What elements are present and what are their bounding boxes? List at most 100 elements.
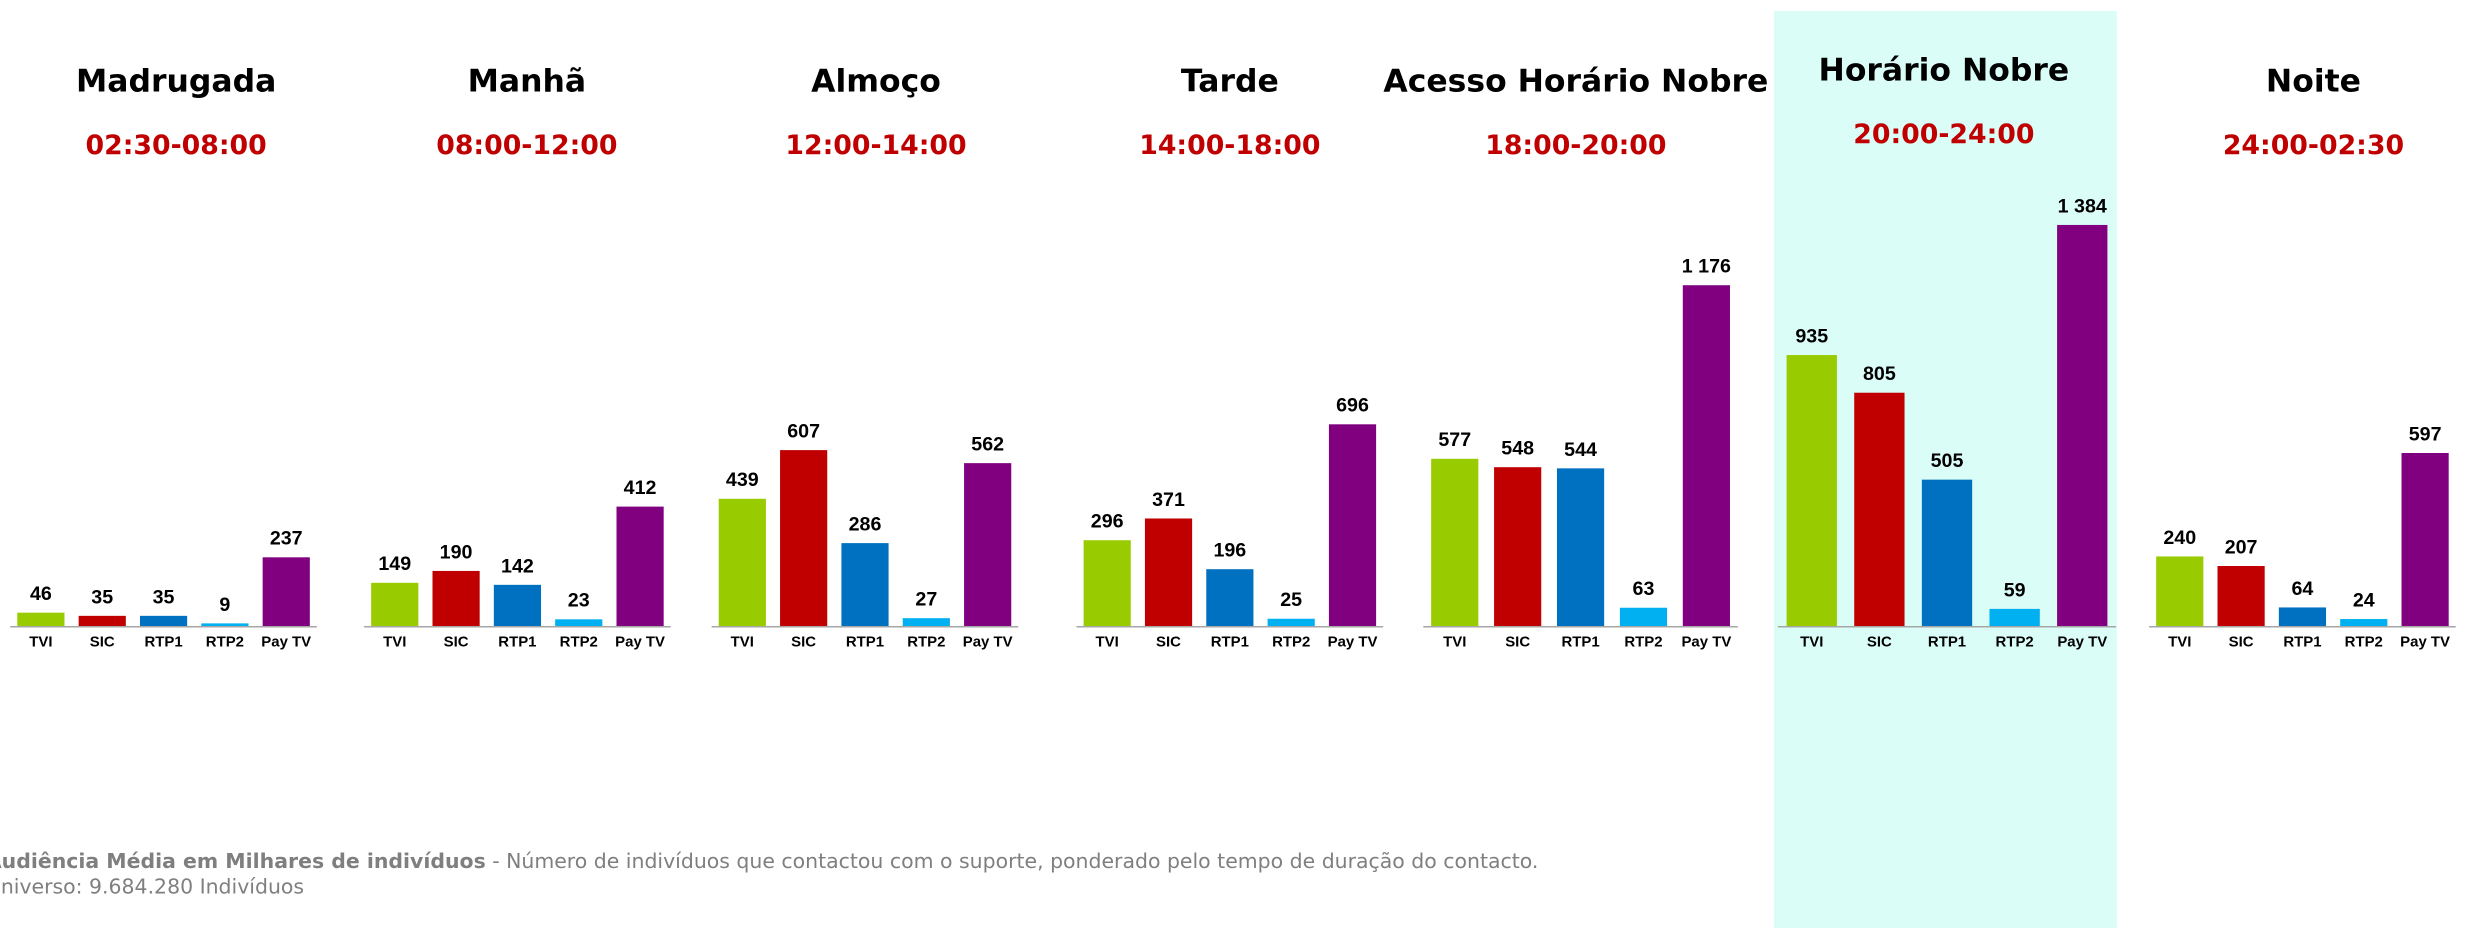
footnote-text: - Número de indivíduos que contactou com… [486, 849, 1539, 873]
category-label: RTP1 [144, 633, 182, 650]
value-label: 296 [1091, 511, 1124, 533]
bar [780, 450, 828, 626]
value-label: 577 [1438, 429, 1471, 451]
bar [1989, 608, 2040, 626]
bar [371, 582, 419, 626]
category-label: RTP2 [2345, 633, 2383, 650]
category-label: SIC [2229, 633, 2254, 650]
chart-title: Madrugada [76, 63, 276, 99]
bar [1494, 467, 1542, 626]
chart-title: Tarde [1181, 63, 1279, 99]
bar [1556, 468, 1605, 626]
value-label: 286 [849, 514, 882, 536]
bar [139, 615, 188, 626]
category-label: RTP2 [907, 633, 945, 650]
chart-title: Almoço [811, 63, 941, 99]
bar [1786, 355, 1837, 626]
bar [2278, 607, 2327, 626]
chart-subtitle: 12:00-14:00 [785, 130, 966, 161]
chart-subtitle: 24:00-02:30 [2223, 130, 2404, 161]
value-label: 237 [270, 528, 303, 550]
value-label: 544 [1564, 439, 1597, 461]
value-label: 9 [219, 594, 230, 616]
value-label: 597 [2409, 423, 2442, 445]
category-label: RTP2 [560, 633, 598, 650]
value-label: 24 [2353, 589, 2375, 611]
bar [1144, 518, 1193, 626]
value-label: 196 [1213, 540, 1246, 562]
category-label: RTP2 [206, 633, 244, 650]
category-label: RTP1 [1561, 633, 1599, 650]
value-label: 1 384 [2058, 195, 2107, 217]
value-label: 149 [378, 553, 411, 575]
category-label: TVI [1443, 633, 1466, 650]
category-label: SIC [1156, 633, 1181, 650]
value-label: 562 [971, 434, 1004, 456]
footnote-universe: Universo: 9.684.280 Indivíduos [0, 874, 304, 898]
chart-title: Acesso Horário Nobre [1383, 63, 1768, 99]
category-label: RTP2 [1996, 633, 2034, 650]
value-label: 439 [726, 469, 759, 491]
bar [262, 557, 310, 626]
category-label: Pay TV [2057, 633, 2107, 650]
bar [616, 506, 664, 626]
bar [902, 618, 950, 626]
value-label: 207 [2225, 536, 2258, 558]
footnote: Audiência Média em Milhares de indivíduo… [0, 849, 1538, 873]
category-label: RTP1 [498, 633, 536, 650]
value-label: 240 [2163, 527, 2196, 549]
chart-subtitle: 02:30-08:00 [86, 130, 267, 161]
bar [555, 619, 603, 626]
bar [1619, 607, 1668, 626]
value-label: 63 [1633, 578, 1655, 600]
bar [78, 615, 126, 626]
category-label: TVI [383, 633, 406, 650]
value-label: 805 [1863, 363, 1896, 385]
category-label: RTP2 [1272, 633, 1310, 650]
bar [841, 543, 889, 626]
bar [1267, 618, 1315, 626]
bar [2156, 556, 2204, 626]
value-label: 142 [501, 555, 534, 577]
category-label: SIC [444, 633, 469, 650]
category-label: TVI [1096, 633, 1119, 650]
value-label: 696 [1336, 395, 1369, 417]
bar [1083, 540, 1131, 626]
category-label: Pay TV [615, 633, 665, 650]
value-label: 27 [915, 589, 937, 611]
bar [964, 463, 1012, 626]
category-label: TVI [29, 633, 52, 650]
category-label: SIC [1867, 633, 1892, 650]
chart-title: Manhã [468, 63, 586, 99]
bar [1431, 458, 1479, 626]
category-label: SIC [90, 633, 115, 650]
category-label: Pay TV [1328, 633, 1378, 650]
category-label: TVI [1800, 633, 1823, 650]
category-label: RTP1 [1211, 633, 1249, 650]
category-label: TVI [2168, 633, 2191, 650]
bar [1854, 392, 1905, 626]
category-label: RTP1 [2283, 633, 2321, 650]
bar [2340, 619, 2388, 626]
value-label: 412 [624, 477, 657, 499]
category-label: RTP2 [1624, 633, 1662, 650]
chart-subtitle: 14:00-18:00 [1139, 130, 1320, 161]
bar [2401, 452, 2449, 626]
bar [718, 498, 766, 626]
value-label: 548 [1501, 438, 1534, 460]
category-label: Pay TV [261, 633, 311, 650]
value-label: 35 [153, 586, 175, 608]
value-label: 23 [568, 590, 590, 612]
chart-subtitle: 20:00-24:00 [1853, 119, 2034, 150]
category-label: RTP1 [1928, 633, 1966, 650]
category-label: Pay TV [963, 633, 1013, 650]
value-label: 935 [1795, 325, 1828, 347]
value-label: 371 [1152, 489, 1185, 511]
category-label: RTP1 [846, 633, 884, 650]
value-label: 1 176 [1682, 256, 1731, 278]
footnote-bold: Audiência Média em Milhares de indivíduo… [0, 849, 486, 873]
category-label: SIC [791, 633, 816, 650]
bar [17, 612, 65, 626]
